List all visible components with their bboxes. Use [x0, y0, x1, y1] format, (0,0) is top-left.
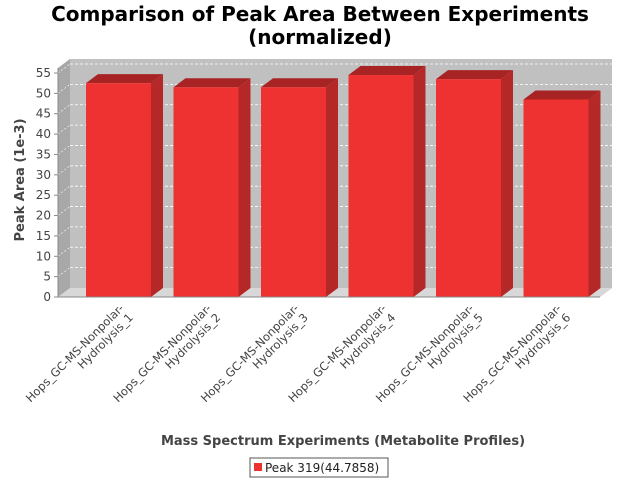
gridline [57, 206, 71, 216]
bar-top [348, 66, 426, 76]
chart-title: Comparison of Peak Area Between Experime… [51, 2, 589, 49]
y-axis: 0 5 10 15 20 25 30 35 40 45 50 55 [36, 66, 59, 304]
y-tick-label: 20 [36, 209, 51, 223]
bar-top [173, 78, 251, 88]
bar-top [261, 78, 338, 88]
x-axis: Hops_GC-MS-Nonpolar-Hydrolysis_1Hops_GC-… [23, 296, 600, 405]
y-tick-label: 40 [36, 127, 51, 141]
bar-front [173, 87, 239, 297]
x-axis-title: Mass Spectrum Experiments (Metabolite Pr… [161, 434, 525, 449]
bar [436, 70, 513, 297]
y-tick-label: 5 [43, 270, 51, 284]
bar [348, 66, 426, 297]
y-tick-label: 25 [36, 188, 51, 202]
chart-title-line: Comparison of Peak Area Between Experime… [51, 2, 589, 26]
y-tick-label: 30 [36, 168, 51, 182]
gridline [57, 247, 71, 257]
y-tick-label: 55 [36, 66, 51, 80]
bar [173, 78, 251, 297]
x-tick-label-line: Hops_GC-MS-Nonpolar- [23, 301, 127, 405]
bar-top [436, 70, 513, 80]
y-tick-label: 10 [36, 249, 51, 263]
gridline [57, 165, 71, 176]
gridline [57, 124, 71, 135]
bar-side [588, 90, 601, 298]
legend-box [249, 457, 389, 478]
bar [523, 90, 601, 298]
bar-side [151, 74, 163, 297]
bar-top [523, 90, 601, 100]
bar [261, 78, 338, 297]
bar-side [326, 78, 338, 297]
plot-left-wall [58, 59, 70, 297]
legend-label: Peak 319(44.7858) [265, 461, 379, 475]
gridline [57, 84, 71, 94]
gridline [57, 63, 71, 74]
bars [86, 66, 601, 298]
y-tick-label: 0 [43, 290, 51, 304]
bar-side [413, 66, 426, 297]
bar [86, 74, 163, 297]
gridline [57, 145, 71, 155]
gridline [57, 226, 71, 237]
y-tick-label: 50 [36, 86, 51, 100]
bar-front [348, 75, 414, 297]
gridline [57, 267, 71, 277]
bar-front [86, 83, 151, 297]
gridline [57, 185, 71, 196]
bar-side [238, 78, 251, 297]
chart-title-line: (normalized) [248, 25, 392, 49]
gridline [57, 104, 71, 114]
y-tick-label: 45 [36, 107, 51, 121]
bar-side [501, 70, 513, 297]
y-tick-label: 35 [36, 147, 51, 161]
legend-swatch [254, 463, 262, 471]
bar-front [436, 79, 501, 297]
bar-top [86, 74, 163, 84]
bar-front [523, 99, 589, 298]
legend: Peak 319(44.7858) [249, 457, 389, 478]
bar-front [261, 87, 326, 297]
y-axis-title: Peak Area (1e-3) [13, 118, 28, 241]
y-tick-label: 15 [36, 229, 51, 243]
